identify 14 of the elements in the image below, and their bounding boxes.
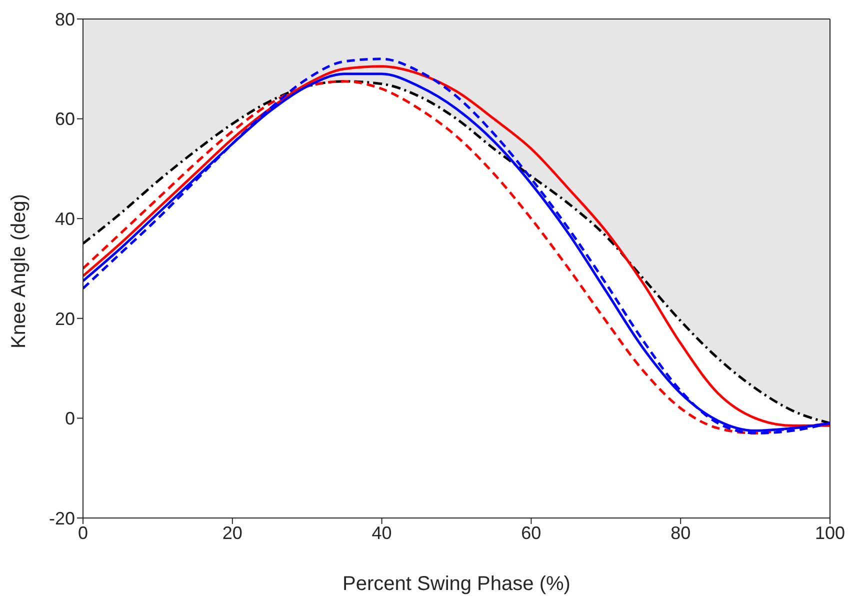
x-axis-title: Percent Swing Phase (%) — [342, 573, 570, 595]
x-tick-label: 40 — [372, 522, 392, 543]
y-tick-label: 80 — [54, 9, 75, 30]
x-tick-label: 20 — [222, 522, 242, 543]
x-tick-label: 60 — [521, 522, 542, 543]
x-tick-label: 100 — [814, 522, 846, 543]
y-tick-label: -20 — [48, 508, 75, 528]
y-tick-label: 60 — [54, 109, 75, 130]
y-tick-label: 20 — [54, 308, 75, 329]
y-tick-label: 0 — [64, 408, 75, 429]
x-tick-label: 80 — [670, 522, 691, 543]
y-tick-label: 40 — [54, 208, 75, 229]
x-tick-label: 0 — [78, 522, 88, 543]
y-axis-title: Knee Angle (deg) — [8, 194, 30, 348]
